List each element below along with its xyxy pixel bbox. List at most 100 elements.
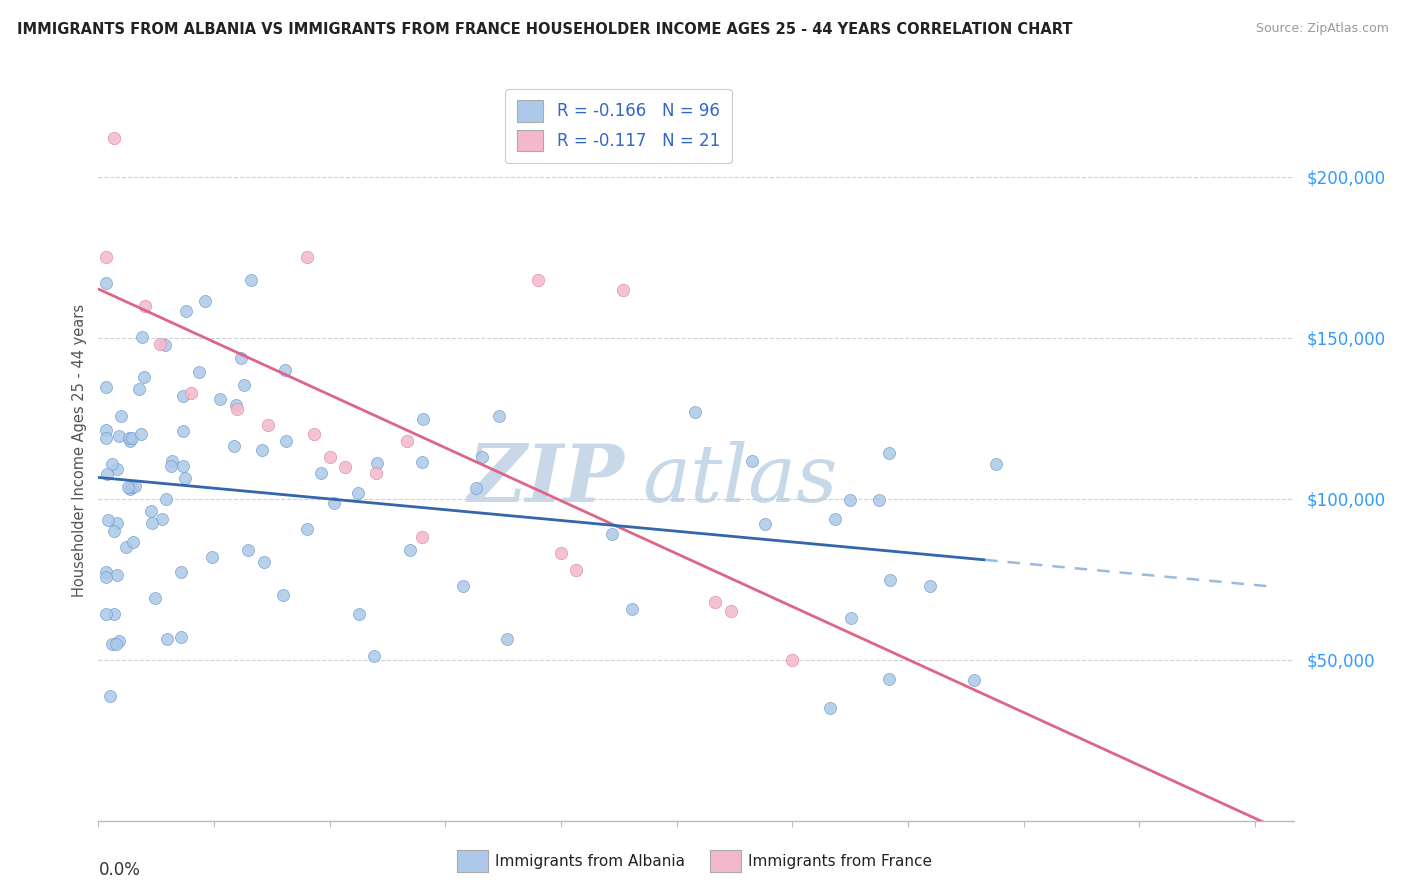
Point [143, 591, 166, 606]
Point [395, 434, 418, 448]
Point [94, 570, 117, 584]
Point [117, 480, 139, 494]
Point [366, 456, 388, 470]
Point [333, 459, 356, 474]
Point [128, 382, 150, 396]
Point [451, 579, 474, 593]
Point [471, 450, 494, 464]
Point [94, 565, 117, 579]
Point [194, 293, 217, 308]
Point [94, 276, 117, 290]
Point [103, 607, 125, 621]
Point [110, 409, 132, 423]
Point [118, 431, 141, 445]
Point [170, 565, 193, 579]
Point [612, 283, 634, 297]
Point [257, 417, 280, 432]
Point [839, 493, 862, 508]
Point [94, 423, 117, 437]
Point [159, 458, 181, 473]
Point [94, 380, 117, 394]
Point [349, 607, 371, 621]
Point [120, 434, 142, 449]
Point [141, 516, 163, 530]
Point [122, 534, 145, 549]
Point [323, 496, 346, 510]
Point [411, 454, 433, 468]
Point [754, 517, 776, 532]
Point [101, 457, 124, 471]
Text: Immigrants from Albania: Immigrants from Albania [495, 854, 685, 869]
Point [201, 549, 224, 564]
Point [527, 273, 550, 287]
Point [868, 492, 890, 507]
Text: ZIP: ZIP [467, 442, 624, 519]
Point [156, 632, 179, 646]
Point [121, 480, 143, 494]
Point [273, 363, 295, 377]
Point [120, 482, 142, 496]
Point [253, 556, 276, 570]
Point [96, 467, 118, 481]
Point [550, 546, 572, 560]
Point [621, 602, 644, 616]
Point [169, 630, 191, 644]
Point [411, 530, 433, 544]
Point [105, 567, 128, 582]
Point [240, 272, 263, 286]
Point [488, 409, 510, 423]
Point [782, 653, 804, 667]
Point [139, 504, 162, 518]
Legend: R = -0.166   N = 96, R = -0.117   N = 21: R = -0.166 N = 96, R = -0.117 N = 21 [505, 88, 731, 163]
Point [103, 131, 125, 145]
Point [103, 524, 125, 538]
Point [107, 634, 129, 648]
Point [174, 303, 197, 318]
Point [741, 454, 763, 468]
Point [131, 330, 153, 344]
Point [94, 607, 117, 622]
Point [304, 427, 326, 442]
Point [104, 637, 127, 651]
Point [465, 481, 488, 495]
Y-axis label: Householder Income Ages 25 - 44 years: Householder Income Ages 25 - 44 years [72, 304, 87, 597]
Point [226, 401, 249, 416]
Text: IMMIGRANTS FROM ALBANIA VS IMMIGRANTS FROM FRANCE HOUSEHOLDER INCOME AGES 25 - 4: IMMIGRANTS FROM ALBANIA VS IMMIGRANTS FR… [17, 22, 1073, 37]
Point [121, 431, 143, 445]
Point [877, 446, 900, 460]
Point [295, 522, 318, 536]
Point [963, 673, 986, 688]
Text: atlas: atlas [643, 442, 838, 519]
Point [412, 411, 434, 425]
Point [108, 429, 131, 443]
Point [309, 467, 332, 481]
Point [683, 405, 706, 419]
Point [818, 701, 841, 715]
Point [399, 543, 422, 558]
Point [105, 461, 128, 475]
Text: Immigrants from France: Immigrants from France [748, 854, 932, 869]
Point [229, 351, 252, 366]
Point [94, 431, 117, 445]
Point [209, 392, 232, 406]
Point [347, 486, 370, 500]
Point [100, 690, 122, 704]
Point [97, 513, 120, 527]
Point [129, 427, 152, 442]
Point [150, 512, 173, 526]
Point [124, 479, 146, 493]
Point [180, 385, 202, 400]
Point [364, 466, 387, 480]
Point [172, 459, 194, 474]
Point [233, 378, 256, 392]
Point [918, 578, 941, 592]
Point [132, 370, 155, 384]
Point [155, 491, 177, 506]
Point [879, 573, 901, 587]
Point [704, 595, 727, 609]
Point [824, 512, 846, 526]
Point [496, 632, 519, 646]
Point [149, 337, 172, 351]
Point [172, 389, 194, 403]
Point [134, 299, 156, 313]
